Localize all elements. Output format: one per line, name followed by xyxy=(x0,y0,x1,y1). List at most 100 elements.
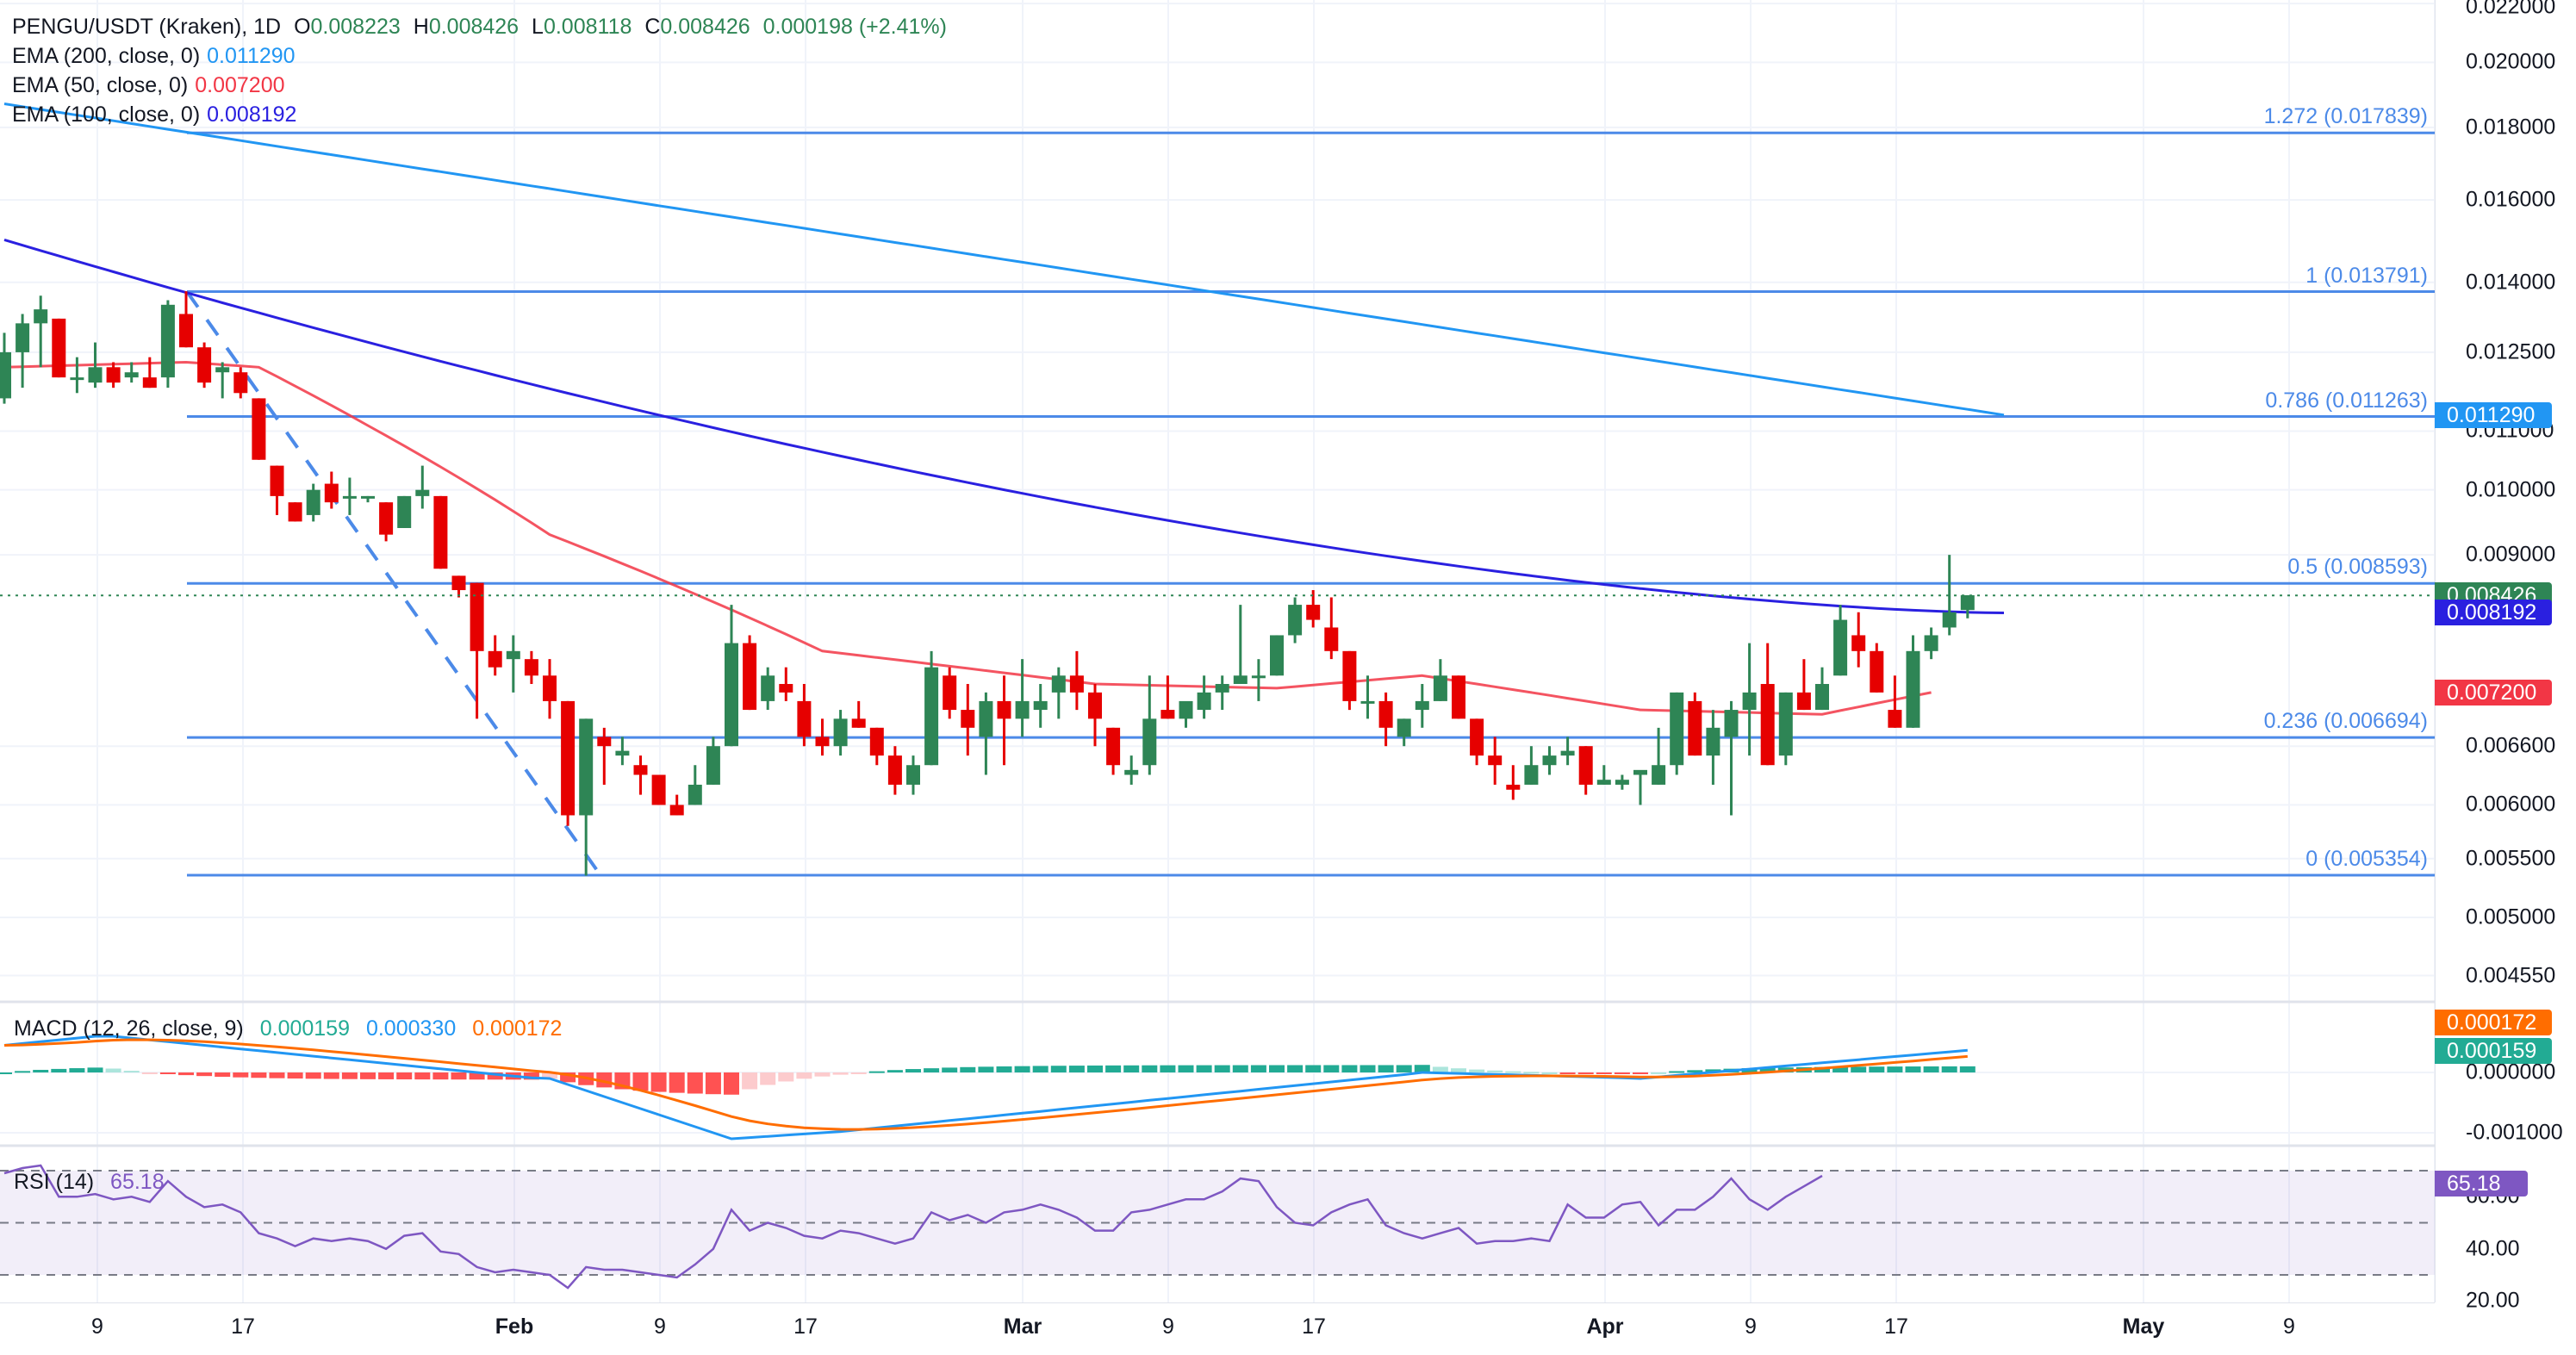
candle-body xyxy=(1270,635,1284,676)
ohlc-row: PENGU/USDT (Kraken), 1D O0.008223 H0.008… xyxy=(12,12,954,41)
macd-hist-bar xyxy=(1851,1066,1867,1072)
macd-hist-bar xyxy=(850,1072,867,1074)
time-tick: 9 xyxy=(654,1315,666,1339)
candle-body xyxy=(1524,765,1539,785)
macd-hist-bar xyxy=(560,1072,576,1083)
macd-hist-bar xyxy=(1287,1065,1304,1072)
macd-hist-bar xyxy=(51,1068,67,1072)
candle-body xyxy=(1760,684,1775,766)
candle-body xyxy=(361,495,375,499)
macd-legend[interactable]: MACD (12, 26, close, 9) 0.000159 0.00033… xyxy=(14,1016,572,1041)
symbol-title[interactable]: PENGU/USDT (Kraken), 1D xyxy=(12,15,282,39)
macd-hist-bar xyxy=(942,1067,958,1072)
ema200-legend[interactable]: EMA (200, close, 0) 0.011290 xyxy=(12,41,954,71)
time-tick: Mar xyxy=(1003,1315,1042,1339)
candle-body xyxy=(943,675,957,711)
macd-hist-bar xyxy=(542,1072,557,1079)
macd-hist-bar xyxy=(432,1072,449,1080)
macd-hist-bar xyxy=(414,1072,431,1080)
ema200-value: 0.011290 xyxy=(207,44,296,68)
low-value: 0.008118 xyxy=(543,15,632,39)
ema50-legend[interactable]: EMA (50, close, 0) 0.007200 xyxy=(12,71,954,100)
candle-body xyxy=(1688,700,1702,756)
price-tick: 0.022000 xyxy=(2466,0,2556,19)
candle-body xyxy=(561,700,576,816)
macd-hist-bar xyxy=(469,1072,485,1080)
macd-signal-value: 0.000172 xyxy=(472,1016,563,1041)
macd-hist-bar xyxy=(1014,1066,1030,1072)
macd-hist-bar xyxy=(1232,1065,1248,1072)
candle-body xyxy=(1160,710,1175,719)
macd-line-value: 0.000330 xyxy=(365,1016,457,1041)
candle-body xyxy=(179,314,193,348)
candle-body xyxy=(1906,650,1920,728)
candle-body xyxy=(543,675,557,701)
candle-body xyxy=(1924,635,1938,651)
candle-body xyxy=(233,372,248,394)
ema200-line xyxy=(3,103,2005,417)
ema100-value: 0.008192 xyxy=(207,103,297,127)
price-tick: 0.006600 xyxy=(2466,733,2556,758)
candle-body xyxy=(1724,710,1739,737)
candle-body xyxy=(1470,718,1484,756)
open-label: O xyxy=(294,15,311,39)
macd-hist-bar xyxy=(1360,1065,1376,1072)
candle-body xyxy=(669,805,684,816)
macd-line xyxy=(3,1035,1968,1141)
high-value: 0.008426 xyxy=(428,15,520,39)
macd-hist-bar xyxy=(1905,1066,1921,1072)
candle-body xyxy=(1088,692,1102,719)
candle-body xyxy=(906,765,920,785)
candle-body xyxy=(1033,700,1048,711)
rsi-legend[interactable]: RSI (14) 65.18 xyxy=(14,1170,175,1195)
candle-body xyxy=(160,304,175,378)
ema100-legend[interactable]: EMA (100, close, 0) 0.008192 xyxy=(12,100,954,129)
macd-hist-bar xyxy=(814,1072,831,1077)
candle-body xyxy=(961,710,975,728)
candle-body xyxy=(725,643,738,747)
time-axis[interactable] xyxy=(0,1302,2435,1355)
candle-body xyxy=(1560,750,1575,756)
candle-body xyxy=(215,367,230,373)
macd-hist-bar xyxy=(378,1072,395,1079)
fib-trend-line xyxy=(185,290,602,877)
candle-body xyxy=(924,667,939,766)
candle-body xyxy=(470,582,484,651)
candle-body xyxy=(70,377,84,381)
macd-hist-bar xyxy=(1633,1072,1648,1074)
macd-hist-bar xyxy=(15,1071,31,1073)
macd-hist-bar xyxy=(523,1072,539,1080)
candle-body xyxy=(1069,675,1084,693)
candle-body xyxy=(1288,605,1303,636)
candle-body xyxy=(597,737,612,747)
candle-body xyxy=(52,318,66,378)
macd-hist-bar xyxy=(1451,1068,1466,1072)
macd-hist-bar xyxy=(868,1071,885,1073)
macd-hist-bar xyxy=(724,1072,739,1095)
macd-hist-bar xyxy=(1505,1071,1521,1073)
macd-hist-bar xyxy=(1541,1072,1558,1074)
high-label: H xyxy=(413,15,429,39)
time-tick: Feb xyxy=(495,1315,534,1339)
candle-body xyxy=(1742,692,1757,711)
macd-tick: -0.001000 xyxy=(2466,1120,2563,1145)
macd-hist-bar xyxy=(1814,1066,1830,1072)
price-tick: 0.012500 xyxy=(2466,339,2556,364)
candle-body xyxy=(851,718,866,728)
price-tick: 0.009000 xyxy=(2466,542,2556,567)
macd-hist-bar xyxy=(305,1072,321,1079)
time-tick: 17 xyxy=(1884,1315,1908,1339)
symbol-legend: PENGU/USDT (Kraken), 1D O0.008223 H0.008… xyxy=(12,12,954,129)
fib-level-label: 0.786 (0.011263) xyxy=(2265,388,2428,413)
candle-body xyxy=(324,483,339,503)
macd-label: MACD (12, 26, close, 9) xyxy=(14,1016,244,1041)
price-axis[interactable] xyxy=(2435,0,2576,1302)
candle-body xyxy=(815,737,830,747)
candle-body xyxy=(579,718,594,816)
time-tick: 9 xyxy=(1745,1315,1757,1339)
macd-hist-bar xyxy=(105,1068,121,1072)
candle-body xyxy=(1633,769,1647,775)
candle-body xyxy=(1360,700,1375,704)
candle-body xyxy=(706,746,720,785)
